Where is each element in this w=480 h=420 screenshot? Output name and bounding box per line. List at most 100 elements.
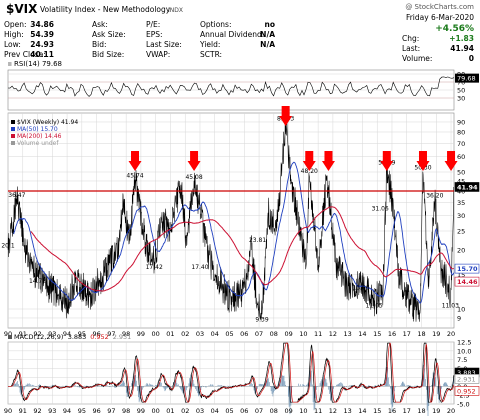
bottom-x-tick-label: 20 [447,407,455,415]
legend-swatch [11,127,15,131]
quote-key: Low: [4,40,21,49]
red-arrow [444,151,458,171]
quote-key: Open: [4,20,27,29]
right-quote-value: +1.83 [449,34,474,43]
x-tick-label: 12 [329,330,337,338]
bottom-x-tick-label: 11 [314,407,322,415]
macd-value-box [454,386,480,396]
bottom-x-tick-label: 12 [329,407,337,415]
bottom-x-tick-label: 92 [33,407,41,415]
right-quote-key: Last: [402,44,420,53]
quote-key: Bid: [92,40,107,49]
x-tick-label: 95 [78,330,86,338]
peak-label: 36.47 [8,192,25,199]
x-tick-label: 92 [33,330,41,338]
bottom-x-tick-label: 97 [107,407,115,415]
x-tick-label: 98 [122,330,130,338]
price-tick-label: 70 [457,140,465,148]
price-value-box [454,263,480,274]
quote-value: 34.86 [30,20,54,29]
bottom-x-tick-label: 06 [240,407,248,415]
right-quote-key: Volume: [402,54,432,63]
rsi-legend-mark: Ⅲ [8,62,12,68]
peak-label: 13.66 [352,284,369,291]
rsi-last-value: 79.68 [457,75,476,83]
macd-tick-label: 7.5 [457,356,467,364]
quote-key: High: [4,30,24,39]
x-tick-label: 03 [196,330,204,338]
right-quote-value: 41.94 [450,44,474,53]
right-quote-key: Chg: [402,34,419,43]
x-tick-label: 11 [314,330,322,338]
legend-label: MA(50) 15.70 [17,126,58,133]
x-tick-label: 90 [4,330,12,338]
quote-grid: Open: 34.86 Ask: P/E: Options: no High: 54.39 As… [4,20,275,59]
ma200-line [30,206,455,292]
price-value-text: 15.70 [457,265,478,273]
price-value-text: 41.94 [457,183,478,191]
x-tick-label: 91 [19,330,27,338]
x-tick-label: 07 [255,330,263,338]
quote-key: Ask Size: [92,30,126,39]
quote-value: no [265,20,276,29]
x-tick-label: 16 [388,330,396,338]
x-tick-label: 04 [211,330,219,338]
price-tick-label: 20 [457,247,465,255]
legend-swatch [11,134,15,138]
x-tick-label: 14 [358,330,366,338]
price-tick-label: 50 [457,169,465,177]
bottom-x-tick-label: 94 [63,407,71,415]
peak-label: 11.05 [366,303,383,310]
bottom-x-tick-label: 15 [373,407,381,415]
red-arrow [302,151,316,171]
x-tick-label: 02 [181,330,189,338]
macd-tick-label: -5.0 [457,401,470,409]
x-tick-label: 96 [92,330,100,338]
legend-label: Volume undef [17,140,59,147]
bottom-x-axis: 90 91 92 93 94 95 96 97 98 99 00 01 02 03 04 05 06 07 08 09… [4,407,455,415]
quote-key: VWAP: [146,50,170,59]
change-percent: +4.56% [435,24,474,34]
bottom-x-tick-label: 13 [344,407,352,415]
ma50-line [13,161,455,304]
price-tick-label: 10 [457,306,465,314]
x-tick-label: 13 [344,330,352,338]
price-tick-label: 45 [457,177,465,185]
rsi-line [7,76,455,97]
price-tick-label: 30 [457,212,465,220]
bottom-x-tick-label: 01 [166,407,174,415]
right-quote: Chg: +1.83 Last: 41.94 Volume: 0 [402,34,474,63]
macd-legend-label: 0.952 [90,333,109,341]
x-tick-label: 19 [432,330,440,338]
peak-label: 23.81 [249,237,266,244]
macd-legend-swatch [8,335,12,339]
bottom-x-tick-label: 91 [19,407,27,415]
quote-key: Last Size: [146,40,182,49]
macd-tick-label: 10.0 [457,347,471,355]
macd-signal-line [8,342,455,403]
quote-key: P/E: [146,20,160,29]
symbol-title: $VIX [6,2,38,16]
price-value-text: 14.46 [457,278,478,286]
macd-value-text: 3.883 [457,369,476,377]
price-value-box [454,182,480,192]
red-arrow [279,106,293,126]
bottom-x-tick-label: 05 [225,407,233,415]
quote-value: 54.39 [30,30,54,39]
bottom-x-tick-label: 10 [299,407,307,415]
quote-key: EPS: [146,30,163,39]
bottom-x-tick-label: 98 [122,407,130,415]
x-tick-label: 17 [403,330,411,338]
x-tick-label: 01 [166,330,174,338]
macd-panel: -5.0-2.50.02.55.07.510.012.5MACD(12,26,9… [7,333,480,419]
date-label: Friday 6-Mar-2020 [406,13,474,22]
bottom-x-tick-label: 09 [284,407,292,415]
quote-value: 40.11 [30,50,54,59]
bottom-x-tick-label: 19 [432,407,440,415]
price-tick-label: 80 [457,128,465,136]
quote-key: SCTR: [200,50,222,59]
x-tick-label: 10 [299,330,307,338]
bottom-x-tick-label: 95 [78,407,86,415]
